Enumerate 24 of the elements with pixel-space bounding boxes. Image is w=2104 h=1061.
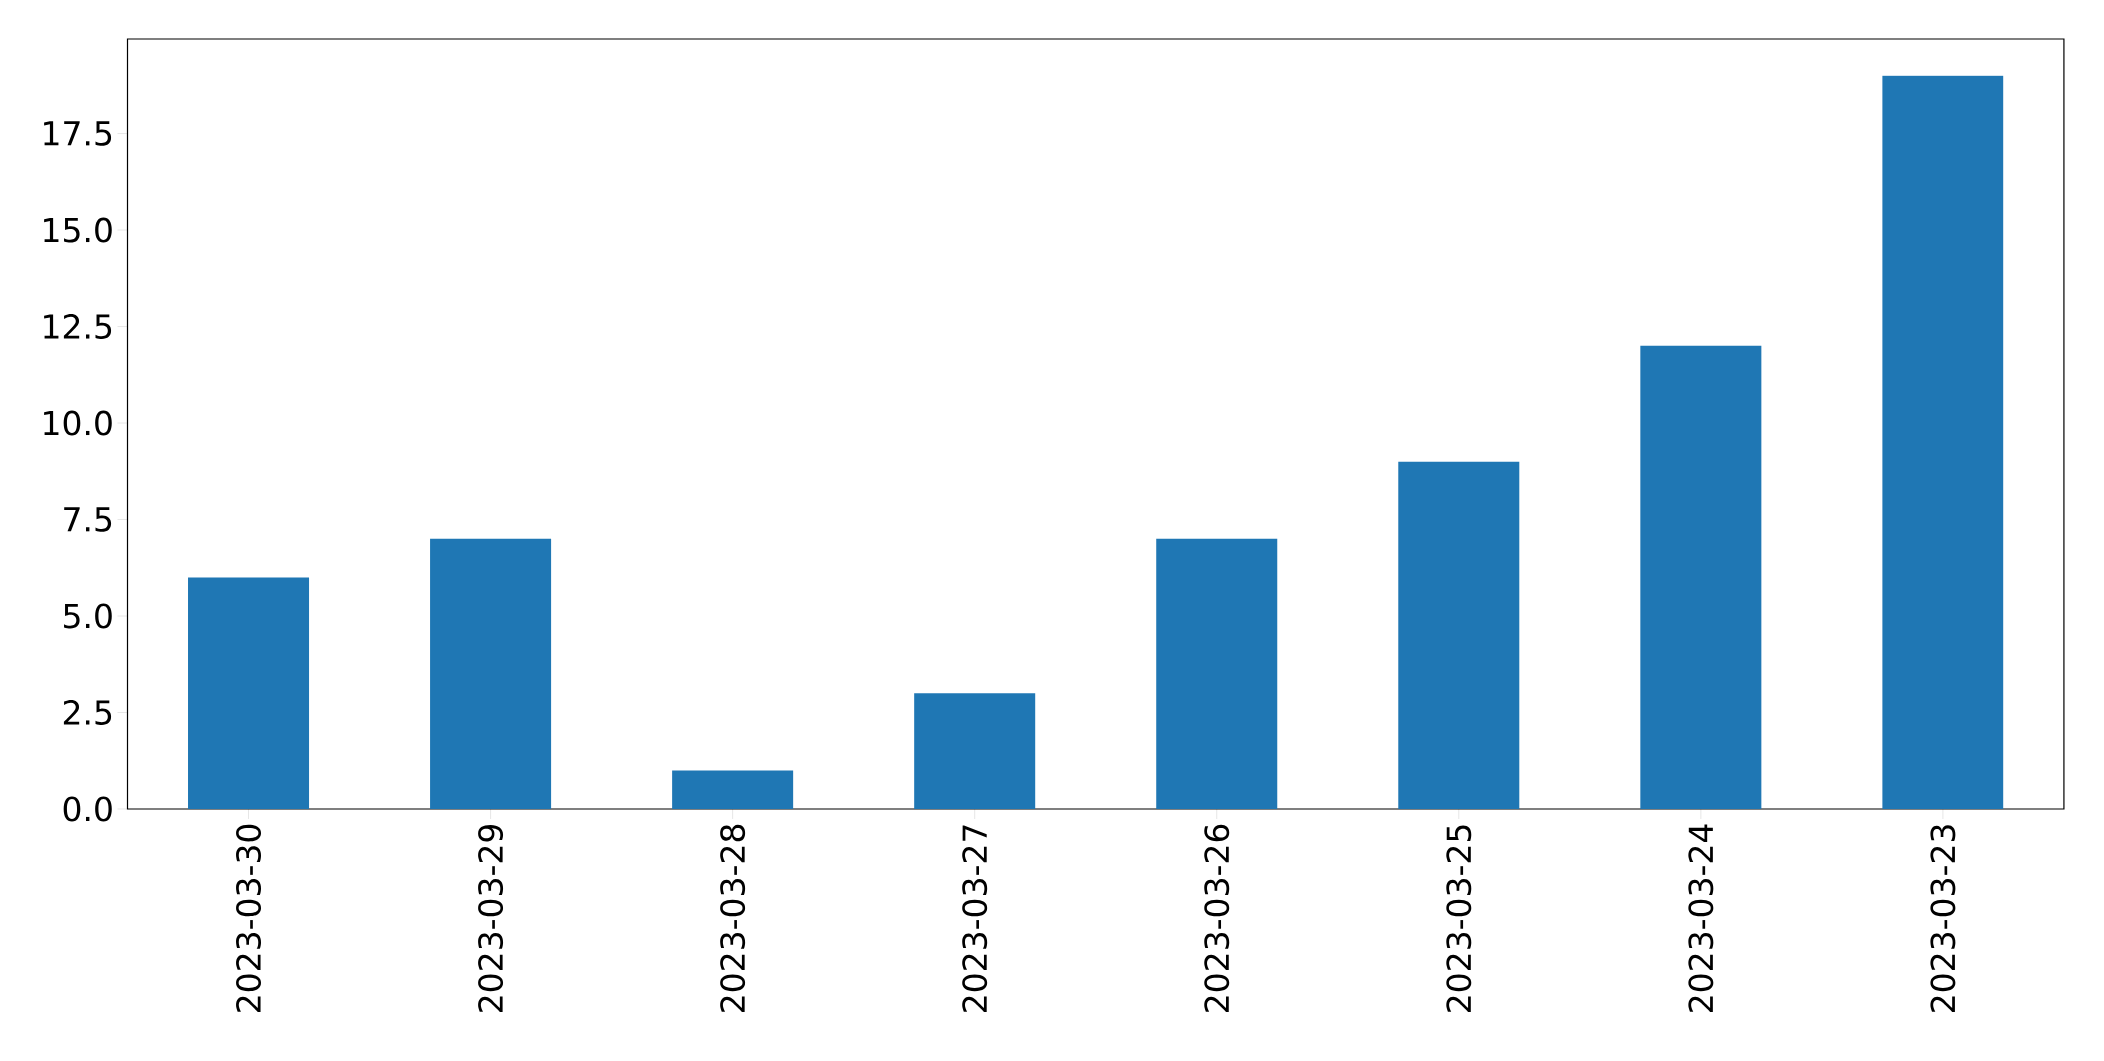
x-tick-label: 2023-03-27 — [962, 825, 988, 1012]
y-tick-label: 12.5 — [44, 314, 112, 340]
x-tick-label: 2023-03-25 — [1446, 825, 1472, 1012]
bar — [1398, 461, 1520, 809]
x-tick-label: 2023-03-23 — [1930, 825, 1956, 1012]
bar — [188, 577, 310, 809]
bar — [1156, 538, 1278, 809]
y-tick-label: 2.5 — [63, 700, 112, 725]
y-tick-label: 7.5 — [64, 507, 112, 532]
bar — [1640, 345, 1762, 809]
x-tick-label: 2023-03-29 — [478, 824, 504, 1012]
x-tick-label: 2023-03-24 — [1688, 824, 1714, 1012]
y-tick-label: 5.0 — [64, 603, 112, 629]
x-tick-label: 2023-03-26 — [1204, 824, 1230, 1012]
bar — [430, 538, 552, 809]
y-tick-label: 0.0 — [63, 796, 112, 822]
bar — [1882, 75, 2004, 809]
bar — [672, 770, 794, 809]
y-tick-label: 15.0 — [44, 217, 112, 243]
y-tick-label: 17.5 — [44, 121, 112, 146]
y-tick-label: 10.0 — [44, 410, 112, 436]
bar — [914, 693, 1036, 809]
x-tick-label: 2023-03-30 — [236, 824, 262, 1012]
x-tick-label: 2023-03-28 — [720, 824, 746, 1012]
